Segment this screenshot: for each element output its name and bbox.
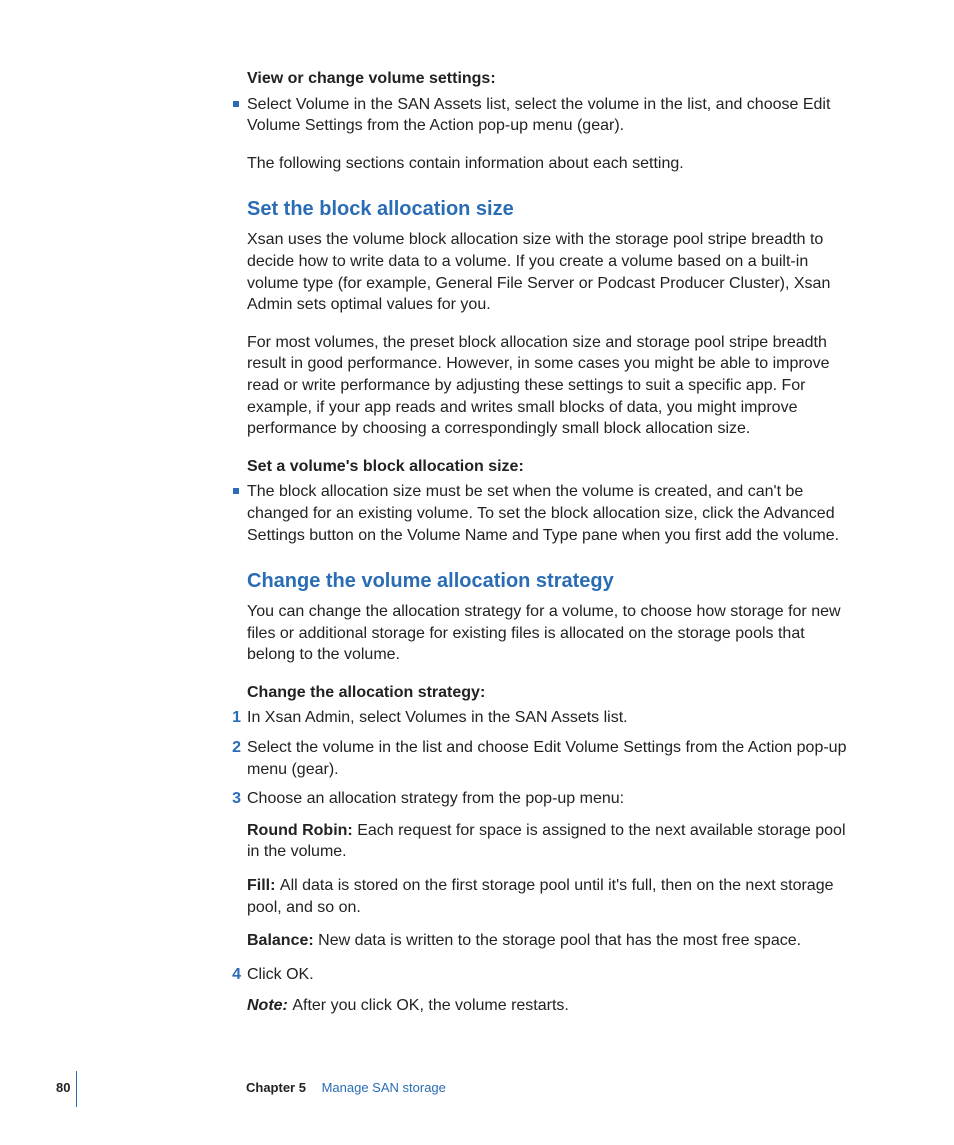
step-4: 4 Click OK. xyxy=(247,964,847,986)
step-number: 3 xyxy=(225,788,241,810)
note-text: After you click OK, the volume restarts. xyxy=(292,997,569,1014)
intro-followup-para: The following sections contain informati… xyxy=(247,153,847,175)
set-block-alloc-bullet: The block allocation size must be set wh… xyxy=(247,481,847,546)
def-label: Fill: xyxy=(247,877,280,894)
bullet-icon xyxy=(233,488,239,494)
def-label: Balance: xyxy=(247,932,318,949)
bullet-icon xyxy=(233,101,239,107)
set-block-alloc-intro: Set a volume's block allocation size: xyxy=(247,456,847,478)
footer-divider xyxy=(76,1071,77,1107)
change-alloc-para-1: You can change the allocation strategy f… xyxy=(247,601,847,666)
heading-change-allocation-strategy: Change the volume allocation strategy xyxy=(247,568,847,595)
step-text: Click OK. xyxy=(247,966,314,983)
page-number: 80 xyxy=(56,1079,70,1097)
step-3: 3 Choose an allocation strategy from the… xyxy=(247,788,847,952)
def-text: All data is stored on the first storage … xyxy=(247,877,833,916)
step-2: 2 Select the volume in the list and choo… xyxy=(247,737,847,780)
page-footer: 80 Chapter 5 Manage SAN storage xyxy=(58,1079,858,1107)
step-number: 4 xyxy=(225,964,241,986)
block-alloc-para-1: Xsan uses the volume block allocation si… xyxy=(247,229,847,315)
step-number: 1 xyxy=(225,707,241,729)
change-alloc-intro: Change the allocation strategy: xyxy=(247,682,847,704)
footer-chapter: Chapter 5 Manage SAN storage xyxy=(246,1079,446,1097)
view-change-settings-heading: View or change volume settings: xyxy=(247,68,847,90)
step-1: 1 In Xsan Admin, select Volumes in the S… xyxy=(247,707,847,729)
view-change-settings-bullet: Select Volume in the SAN Assets list, se… xyxy=(247,94,847,137)
note-label: Note: xyxy=(247,997,292,1014)
def-fill: Fill: All data is stored on the first st… xyxy=(247,875,847,918)
block-alloc-para-2: For most volumes, the preset block alloc… xyxy=(247,332,847,440)
bullet-text: The block allocation size must be set wh… xyxy=(247,483,839,543)
step-number: 2 xyxy=(225,737,241,759)
page: View or change volume settings: Select V… xyxy=(0,0,954,1145)
def-text: New data is written to the storage pool … xyxy=(318,932,801,949)
step-text: In Xsan Admin, select Volumes in the SAN… xyxy=(247,709,628,726)
step-text: Select the volume in the list and choose… xyxy=(247,739,846,778)
def-balance: Balance: New data is written to the stor… xyxy=(247,930,847,952)
def-round-robin: Round Robin: Each request for space is a… xyxy=(247,820,847,863)
chapter-title: Manage SAN storage xyxy=(322,1080,446,1095)
bullet-text: Select Volume in the SAN Assets list, se… xyxy=(247,96,830,135)
def-label: Round Robin: xyxy=(247,822,357,839)
step-text: Choose an allocation strategy from the p… xyxy=(247,790,624,807)
page-content: View or change volume settings: Select V… xyxy=(247,68,847,1017)
note: Note: After you click OK, the volume res… xyxy=(247,995,847,1017)
change-alloc-steps: 1 In Xsan Admin, select Volumes in the S… xyxy=(247,707,847,985)
chapter-label: Chapter 5 xyxy=(246,1080,306,1095)
heading-block-allocation-size: Set the block allocation size xyxy=(247,196,847,223)
